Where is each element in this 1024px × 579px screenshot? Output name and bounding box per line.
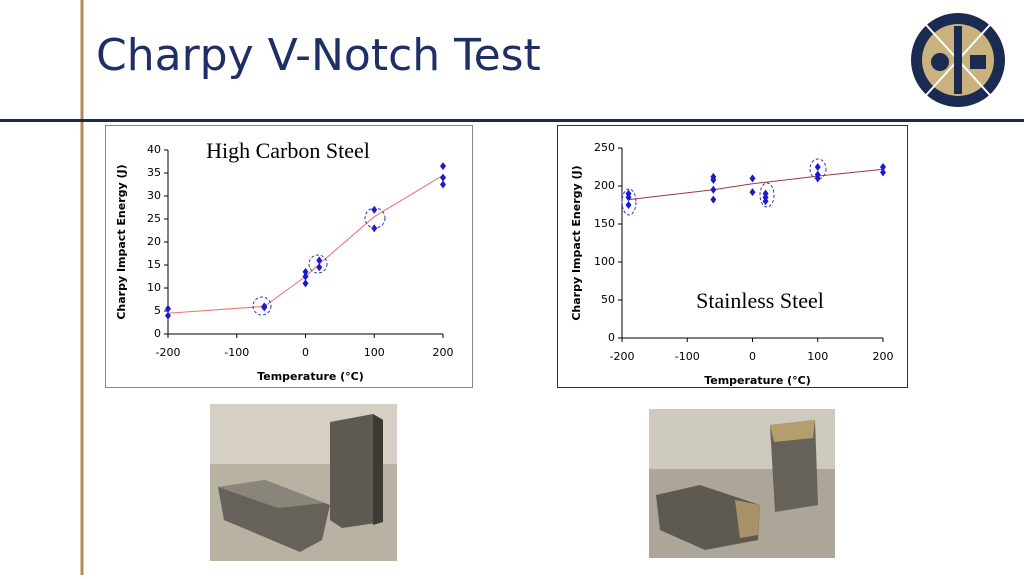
trend-line bbox=[167, 174, 444, 314]
chart-title: High Carbon Steel bbox=[206, 138, 370, 163]
data-point bbox=[762, 197, 769, 206]
data-point bbox=[316, 263, 323, 272]
x-tick-label: 0 bbox=[302, 346, 309, 359]
data-point bbox=[880, 163, 886, 171]
data-point bbox=[302, 267, 309, 276]
y-tick-label: 200 bbox=[594, 179, 615, 192]
y-tick-label: 20 bbox=[147, 235, 161, 248]
data-point bbox=[316, 256, 323, 265]
x-tick-label: 100 bbox=[807, 350, 828, 363]
x-tick-label: -200 bbox=[610, 350, 635, 363]
y-tick-label: 30 bbox=[147, 189, 161, 202]
data-point bbox=[440, 180, 446, 189]
y-tick-label: 25 bbox=[147, 212, 161, 225]
chart-frame bbox=[557, 125, 908, 388]
y-tick-label: 50 bbox=[601, 293, 615, 306]
photo bbox=[649, 409, 835, 558]
data-point bbox=[814, 163, 821, 171]
y-tick-label: 150 bbox=[594, 217, 615, 230]
y-tick-label: 40 bbox=[147, 143, 161, 156]
data-point bbox=[625, 201, 632, 209]
highlight-rings bbox=[252, 158, 827, 316]
data-point bbox=[880, 168, 886, 177]
y-tick-label: 0 bbox=[608, 331, 615, 344]
photo bbox=[210, 404, 397, 561]
trend-line bbox=[628, 168, 884, 201]
data-point bbox=[710, 175, 717, 184]
y-tick-label: 15 bbox=[147, 258, 161, 271]
x-tick-label: -200 bbox=[156, 346, 181, 359]
y-axis-label: Charpy Impact Energy (J) bbox=[115, 164, 128, 319]
data-point bbox=[302, 272, 309, 281]
x-axis-label: Temperature (°C) bbox=[704, 374, 811, 387]
y-tick-label: 250 bbox=[594, 141, 615, 154]
data-point bbox=[440, 162, 446, 171]
data-point bbox=[302, 279, 309, 288]
data-point bbox=[165, 311, 171, 320]
x-tick-label: 200 bbox=[873, 350, 894, 363]
data-point bbox=[710, 195, 717, 204]
x-tick-label: -100 bbox=[675, 350, 700, 363]
chart-frame bbox=[105, 125, 473, 388]
data-point bbox=[749, 188, 756, 197]
x-axis-label: Temperature (°C) bbox=[257, 370, 364, 383]
y-axis-label: Charpy Impact Energy (J) bbox=[570, 165, 583, 320]
data-point bbox=[440, 173, 446, 182]
slide-title: Charpy V-Notch Test bbox=[96, 30, 541, 81]
data-point bbox=[814, 174, 821, 183]
chart-title: Stainless Steel bbox=[696, 288, 824, 313]
y-tick-label: 0 bbox=[154, 327, 161, 340]
data-point bbox=[749, 174, 756, 183]
data-point bbox=[710, 185, 717, 194]
y-tick-label: 35 bbox=[147, 166, 161, 179]
y-tick-label: 100 bbox=[594, 255, 615, 268]
x-tick-label: 200 bbox=[433, 346, 454, 359]
data-point bbox=[165, 304, 171, 313]
x-tick-label: 100 bbox=[364, 346, 385, 359]
data-point bbox=[625, 193, 632, 202]
data-point bbox=[261, 303, 268, 312]
y-tick-label: 5 bbox=[154, 304, 161, 317]
y-tick-label: 10 bbox=[147, 281, 161, 294]
x-tick-label: 0 bbox=[749, 350, 756, 363]
x-tick-label: -100 bbox=[224, 346, 249, 359]
logo bbox=[911, 13, 1005, 107]
